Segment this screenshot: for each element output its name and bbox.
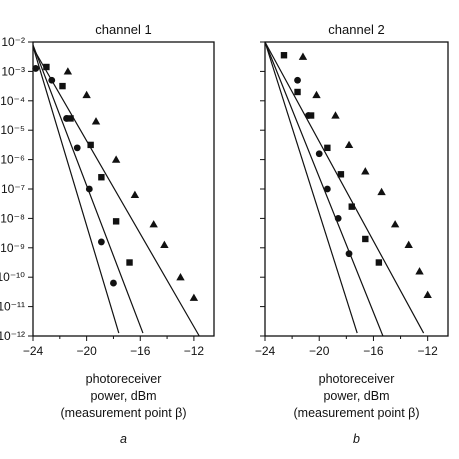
data-point-square: [324, 144, 331, 152]
data-point-circle: [73, 144, 81, 152]
data-point-triangle: [344, 140, 354, 149]
fit-line-triangle: [264, 41, 425, 334]
y-tick-label: 10⁻⁷: [1, 182, 25, 196]
data-point-circle: [110, 279, 117, 287]
data-point-triangle: [377, 187, 386, 196]
data-point-circle: [315, 150, 323, 158]
data-point-square: [294, 88, 301, 96]
y-tick-label: 10⁻⁹: [0, 241, 25, 255]
data-point-square: [280, 52, 288, 59]
data-point-square: [87, 141, 94, 149]
x-tick-label: −16: [130, 344, 151, 358]
data-point-triangle: [331, 111, 340, 119]
data-point-square: [67, 115, 74, 122]
data-point-square: [112, 218, 120, 225]
data-point-circle: [345, 250, 353, 258]
fit-line-circle: [264, 41, 358, 334]
data-point-square: [59, 82, 66, 90]
data-point-circle: [32, 65, 40, 72]
y-tick-label: 10⁻¹²: [0, 329, 25, 343]
x-tick-label: −24: [23, 344, 44, 358]
x-tick-label: −12: [417, 344, 438, 358]
data-point-square: [362, 235, 369, 243]
chart-panel-1: channel 1 −24 −20 −16 −12 10⁻² 10⁻³ 10⁻⁴ 10⁻⁵ 10⁻…: [0, 22, 215, 446]
data-point-triangle: [91, 117, 101, 125]
x-tick-label: −24: [255, 344, 276, 358]
data-point-square: [43, 63, 50, 71]
data-point-triangle: [361, 167, 370, 175]
x-axis-label-line: (measurement point β): [294, 406, 420, 420]
data-point-triangle: [111, 155, 121, 163]
x-axis-label-line: power, dBm: [90, 389, 156, 403]
data-point-triangle: [423, 290, 432, 298]
x-tick-label: −12: [184, 344, 205, 358]
x-tick-label: −16: [363, 344, 384, 358]
x-axis-label-line: (measurement point β): [61, 406, 187, 420]
y-tick-label: 10⁻⁴: [0, 94, 25, 108]
chart-panel-2: channel 2 −24 −20 −16 −12 photoreceiver power,…: [255, 22, 449, 446]
y-tick-label: 10⁻¹¹: [0, 300, 25, 314]
data-point-square: [348, 203, 355, 210]
fit-line-triangle: [32, 47, 200, 337]
data-point-triangle: [390, 220, 400, 228]
data-point-triangle: [189, 293, 199, 301]
y-tick-label: 10⁻⁶: [0, 153, 25, 167]
y-tick-label: 10⁻³: [1, 64, 25, 78]
data-point-triangle: [149, 220, 158, 228]
data-point-triangle: [130, 190, 140, 199]
data-point-circle: [323, 185, 331, 193]
data-point-triangle: [298, 52, 308, 60]
x-axis-label-line: power, dBm: [323, 389, 389, 403]
fit-line-circle: [32, 46, 120, 334]
data-point-square: [375, 259, 383, 266]
data-point-circle: [294, 76, 301, 84]
data-point-triangle: [160, 240, 169, 249]
data-point-square: [337, 171, 345, 178]
data-point-circle: [334, 215, 342, 222]
data-point-square: [307, 112, 315, 119]
data-point-square: [98, 174, 105, 181]
data-point-triangle: [176, 273, 185, 281]
x-axis-label-line: photoreceiver: [319, 372, 395, 386]
x-tick-label: −20: [76, 344, 97, 358]
data-point-circle: [48, 76, 56, 84]
data-point-circle: [85, 185, 93, 193]
data-point-square: [126, 259, 133, 266]
x-axis-label-line: photoreceiver: [86, 372, 162, 386]
y-tick-label: 10⁻²: [1, 35, 25, 49]
y-tick-label: 10⁻⁸: [0, 211, 25, 225]
data-point-circle: [97, 238, 105, 246]
data-point-triangle: [415, 267, 424, 275]
data-point-triangle: [82, 90, 91, 99]
chart-title: channel 2: [328, 22, 384, 37]
panel-label: a: [120, 432, 127, 446]
data-point-triangle: [312, 90, 321, 99]
data-point-triangle: [404, 240, 413, 249]
chart-title: channel 1: [95, 22, 151, 37]
plot-frame: [264, 41, 449, 337]
y-tick-label: 10⁻¹⁰: [0, 270, 25, 284]
x-tick-label: −20: [309, 344, 330, 358]
panel-label: b: [353, 432, 360, 446]
data-point-triangle: [63, 67, 73, 75]
y-tick-label: 10⁻⁵: [0, 123, 25, 137]
